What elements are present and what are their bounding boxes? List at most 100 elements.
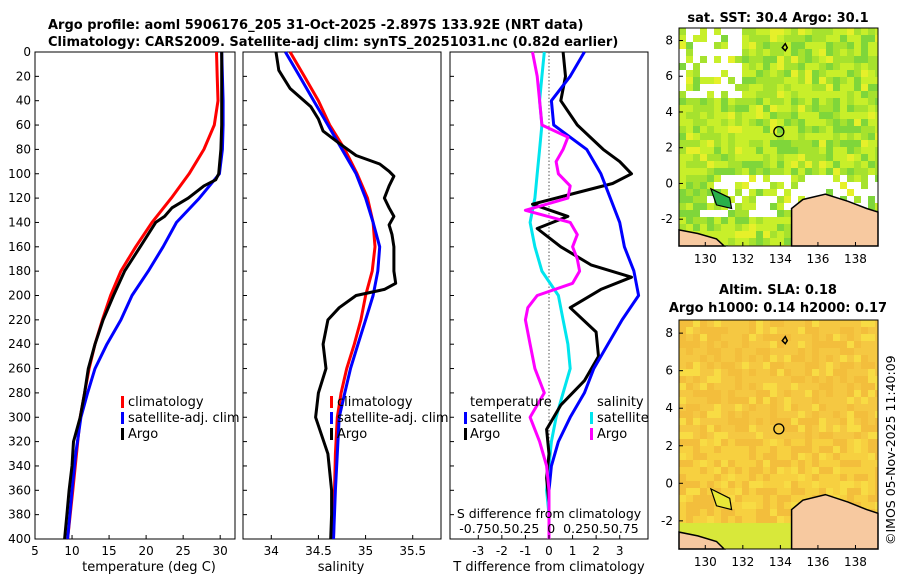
map-cell [763, 63, 770, 70]
map-cell [833, 119, 840, 126]
map-cell [840, 348, 847, 355]
map-cell [875, 397, 878, 404]
map-cell [756, 91, 763, 98]
map-cell [847, 488, 854, 495]
y-tick-label: 2 [665, 141, 673, 155]
map-cell [784, 175, 791, 182]
y-tick-label: 160 [8, 240, 31, 254]
map-cell [868, 432, 875, 439]
map-cell [770, 98, 777, 105]
map-cell [868, 453, 875, 460]
map-cell [791, 334, 798, 341]
map-cell [826, 119, 833, 126]
map-cell [707, 432, 714, 439]
map-cell [770, 509, 777, 516]
map-cell [791, 119, 798, 126]
map-cell [777, 411, 784, 418]
map-cell [721, 98, 728, 105]
map-cell [847, 105, 854, 112]
map-cell [756, 112, 763, 119]
map-cell [714, 105, 721, 112]
map-cell [735, 460, 742, 467]
map-cell [791, 42, 798, 49]
map-cell [770, 112, 777, 119]
map-cell [770, 224, 777, 231]
map-cell [805, 439, 812, 446]
map-cell [770, 161, 777, 168]
island-north [781, 42, 789, 52]
map-cell [693, 432, 700, 439]
map-cell [728, 390, 735, 397]
map-cell [721, 481, 728, 488]
map-cell [735, 77, 742, 84]
map-cell [840, 432, 847, 439]
map-cell [735, 432, 742, 439]
map-cell [861, 453, 868, 460]
map-cell [749, 175, 756, 182]
map-cell [777, 446, 784, 453]
map-cell [728, 42, 735, 49]
map-cell [728, 383, 735, 390]
map-cell [854, 126, 861, 133]
map-cell [735, 98, 742, 105]
imos-watermark: ©IMOS 05-Nov-2025 11:40:09 [883, 355, 898, 545]
map-cell [819, 119, 826, 126]
map-cell [714, 460, 721, 467]
map-cell [763, 203, 770, 210]
map-cell [840, 334, 847, 341]
map-cell [749, 238, 756, 245]
x-tick-label: 1 [569, 544, 577, 558]
map-cell [756, 168, 763, 175]
map-cell [700, 320, 707, 327]
map-cell [798, 182, 805, 189]
map-cell [798, 411, 805, 418]
map-cell [854, 460, 861, 467]
map-cell [819, 189, 826, 196]
map-cell [679, 509, 686, 516]
map-cell [700, 453, 707, 460]
map-cell [686, 42, 693, 49]
difference-panel: -3 -2 -1 0 1 2 3 [449, 51, 649, 558]
map-cell [847, 196, 854, 203]
map-cell [700, 84, 707, 91]
map-cell [707, 509, 714, 516]
map-cell [714, 217, 721, 224]
map-cell [819, 320, 826, 327]
map-cell [805, 355, 812, 362]
map-cell [812, 376, 819, 383]
map-cell [763, 467, 770, 474]
map-cell [721, 348, 728, 355]
map-cell [686, 119, 693, 126]
map-cell [784, 91, 791, 98]
map-cell [686, 397, 693, 404]
map-cell [700, 516, 707, 523]
map-cell [847, 369, 854, 376]
map-cell [679, 369, 686, 376]
map-cell [714, 28, 721, 35]
map-cell [721, 411, 728, 418]
map-cell [840, 56, 847, 63]
map-cell [686, 217, 693, 224]
map-cell [798, 49, 805, 56]
map-cell [700, 530, 707, 537]
island-outline [709, 187, 733, 210]
map-cell [679, 189, 686, 196]
map-cell [679, 418, 686, 425]
map-cell [847, 147, 854, 154]
map-cell [756, 49, 763, 56]
map-cell [784, 42, 791, 49]
map-cell [679, 182, 686, 189]
map-cell [714, 133, 721, 140]
map-cell [840, 154, 847, 161]
map-cell [847, 411, 854, 418]
map-cell [693, 348, 700, 355]
map-cell [833, 327, 840, 334]
map-cell [770, 70, 777, 77]
map-cell [791, 77, 798, 84]
y-tick-label: 180 [8, 264, 31, 278]
sst-map-title: sat. SST: 30.4 Argo: 30.1 [687, 11, 868, 26]
map-cell [714, 56, 721, 63]
map-cell [861, 488, 868, 495]
map-cell [742, 453, 749, 460]
map-cell [735, 397, 742, 404]
